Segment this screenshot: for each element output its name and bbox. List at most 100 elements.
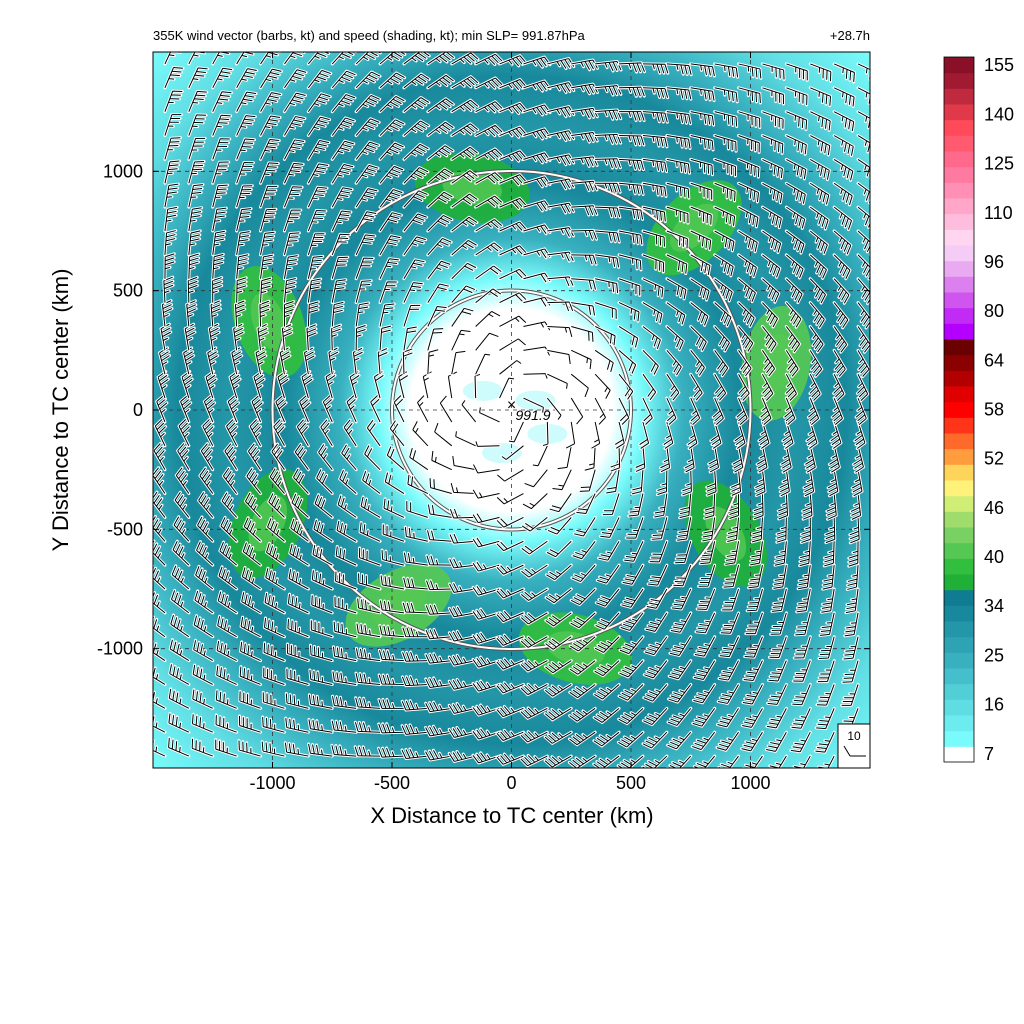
y-tick-label: -500 — [107, 519, 143, 539]
wind-barb — [402, 52, 431, 66]
wind-barb — [567, 730, 597, 747]
wind-barb — [259, 91, 283, 114]
wind-barb — [425, 579, 454, 592]
wind-barb — [641, 253, 666, 274]
wind-barb — [641, 706, 669, 727]
wind-barb — [454, 429, 478, 448]
wind-barb — [187, 136, 207, 161]
y-axis-ticks: -1000 -500 0 500 1000 — [97, 161, 870, 659]
wind-barb — [286, 617, 310, 639]
wind-barb — [235, 67, 259, 90]
wind-barb — [474, 439, 502, 448]
wind-barb — [617, 110, 646, 123]
wind-barb — [641, 181, 668, 198]
wind-barb — [740, 730, 764, 753]
wind-barb — [545, 372, 569, 391]
wind-barb — [211, 113, 233, 138]
wind-barb — [689, 134, 715, 152]
wind-barb — [424, 676, 454, 689]
wind-barb — [641, 396, 654, 427]
wind-barb — [593, 205, 622, 219]
wind-barb — [282, 115, 307, 138]
colorbar-swatch — [944, 542, 974, 559]
wind-barb — [474, 352, 492, 376]
wind-barb — [193, 589, 215, 615]
colorbar-swatch — [944, 307, 974, 324]
colorbar-swatch — [944, 292, 974, 309]
wind-barb — [498, 101, 528, 116]
wind-barb — [689, 372, 704, 402]
colorbar-swatch — [944, 245, 974, 262]
colorbar-tick-label: 80 — [984, 301, 1004, 321]
wind-barb — [593, 253, 621, 269]
wind-barb — [307, 693, 334, 710]
wind-barb — [571, 539, 597, 561]
plot-area: × 991.9 10 — [153, 52, 870, 768]
wind-barb — [330, 278, 348, 305]
wind-barb — [239, 615, 263, 639]
wind-barb — [335, 519, 358, 543]
wind-barb — [211, 137, 232, 161]
wind-barb — [617, 682, 645, 702]
wind-barb — [354, 210, 378, 233]
x-tick-label: 1000 — [730, 773, 770, 793]
wind-barb — [153, 564, 167, 591]
wind-barb — [519, 563, 549, 579]
wind-barb — [498, 77, 528, 92]
colorbar-swatch — [944, 166, 974, 183]
wind-barb — [713, 157, 737, 178]
wind-barb — [211, 90, 233, 114]
wind-barb — [180, 370, 194, 400]
wind-barb — [641, 134, 669, 149]
wind-barb — [844, 587, 860, 615]
wind-barb — [306, 52, 331, 66]
wind-barb — [641, 754, 669, 768]
wind-barb — [354, 323, 368, 352]
wind-barb — [498, 244, 528, 257]
wind-barb — [282, 138, 306, 161]
wind-barb — [218, 540, 239, 567]
wind-barb — [306, 300, 320, 328]
wind-barb — [583, 444, 597, 472]
wind-barb — [163, 52, 182, 66]
wind-barb — [592, 730, 621, 748]
wind-barb — [377, 697, 406, 710]
wind-barb — [658, 444, 672, 474]
wind-barb — [282, 254, 300, 281]
colorbar-swatch — [944, 417, 974, 434]
wind-barb — [330, 116, 356, 138]
wind-barb — [698, 539, 717, 566]
wind-barb — [168, 662, 191, 686]
colorbar-swatch — [944, 448, 974, 465]
colorbar-tick-label: 7 — [984, 744, 994, 764]
wind-barb — [803, 444, 817, 474]
wind-barb — [424, 627, 454, 641]
wind-barb — [153, 591, 167, 615]
wind-barb — [426, 73, 456, 90]
wind-barb — [717, 659, 741, 682]
wind-barb — [361, 469, 382, 496]
wind-barb — [324, 370, 337, 400]
wind-barb — [617, 134, 646, 147]
wind-barb — [153, 442, 167, 472]
wind-barb — [450, 145, 480, 161]
wind-barb — [743, 635, 764, 659]
wind-barb — [748, 539, 764, 567]
wind-barb — [495, 563, 525, 576]
wind-barb — [259, 161, 280, 185]
wind-barb — [309, 618, 334, 639]
wind-barb — [307, 742, 334, 758]
wind-barb — [331, 694, 358, 710]
wind-barb — [471, 631, 502, 645]
wind-barb — [378, 280, 399, 305]
y-axis-label: Y Distance to TC center (km) — [48, 269, 73, 552]
time-label: +28.7h — [830, 28, 870, 43]
wind-barb — [450, 261, 478, 281]
wind-barb — [644, 611, 669, 633]
wind-barb — [155, 393, 169, 424]
wind-barb — [856, 86, 870, 106]
wind-barb — [593, 659, 621, 678]
wind-barb — [187, 89, 209, 114]
wind-barb — [402, 576, 430, 591]
wind-barb — [593, 396, 608, 426]
